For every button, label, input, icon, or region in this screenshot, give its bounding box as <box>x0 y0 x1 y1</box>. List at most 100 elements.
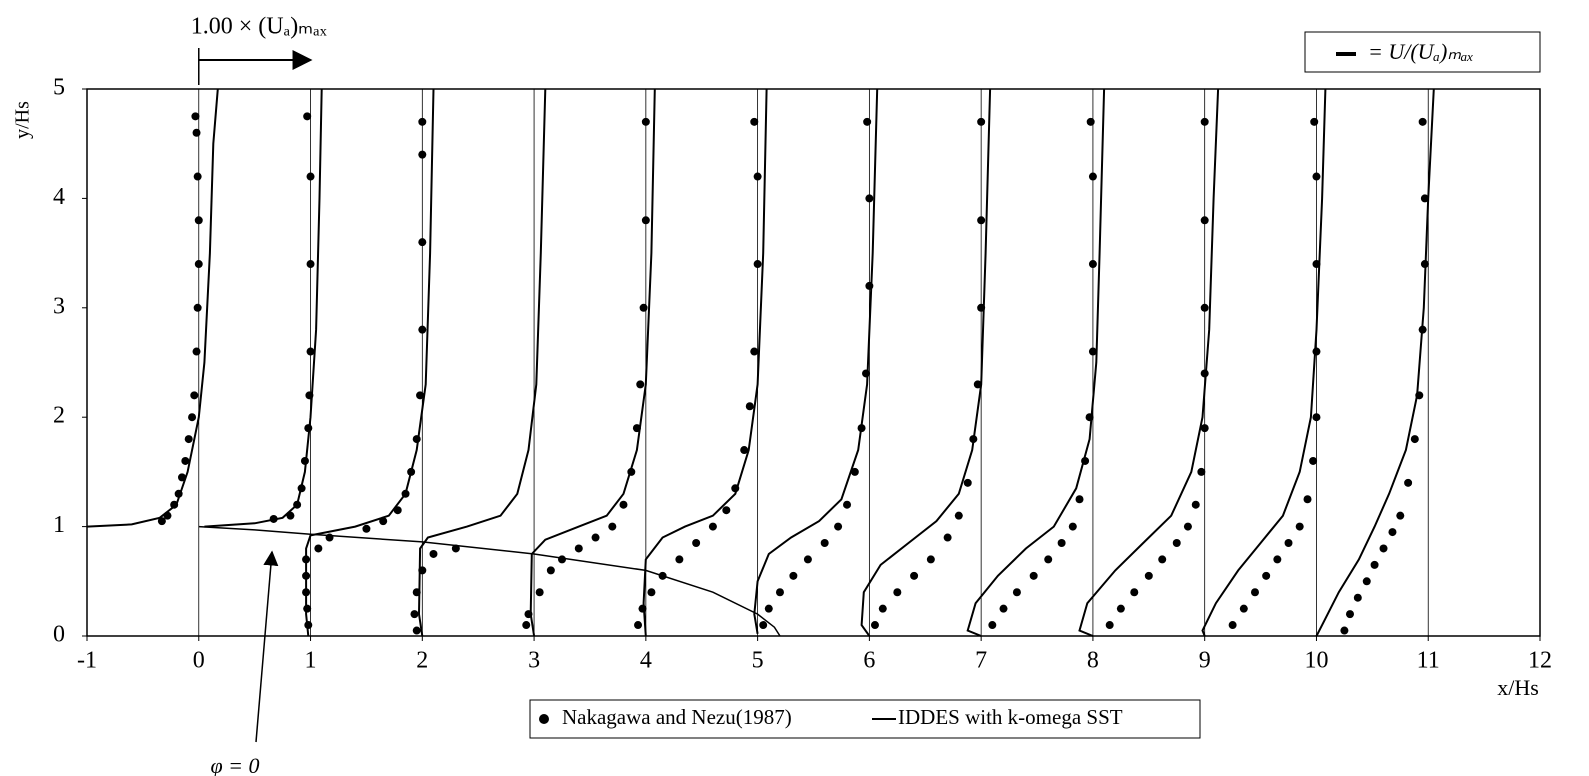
data-point <box>843 500 852 509</box>
data-point <box>999 604 1008 613</box>
data-point <box>870 621 879 630</box>
data-point <box>750 117 759 126</box>
data-point <box>1044 555 1053 564</box>
data-point <box>1312 347 1321 356</box>
data-point <box>634 621 643 630</box>
data-point <box>1273 555 1282 564</box>
data-point <box>1200 303 1209 312</box>
y-tick-label: 2 <box>53 403 65 429</box>
x-tick-label: 12 <box>1528 648 1552 674</box>
data-point <box>1312 413 1321 422</box>
data-point <box>1088 347 1097 356</box>
data-point <box>1086 117 1095 126</box>
data-point <box>973 380 982 389</box>
data-point <box>546 566 555 575</box>
data-point <box>303 112 312 121</box>
data-point <box>1418 117 1427 126</box>
profile-legend: = U/(Uₐ)ₘₐₓ <box>1304 31 1541 73</box>
data-point <box>1404 478 1413 487</box>
x-tick-label: 10 <box>1304 648 1328 674</box>
data-point <box>306 260 315 269</box>
y-tick-label: 4 <box>53 184 65 210</box>
data-point <box>1200 424 1209 433</box>
data-point <box>988 621 997 630</box>
data-point <box>878 604 887 613</box>
data-point <box>1130 588 1139 597</box>
data-point <box>862 369 871 378</box>
data-point <box>1105 621 1114 630</box>
data-point <box>192 128 201 137</box>
data-point <box>418 117 427 126</box>
x-tick-label: 5 <box>752 648 764 674</box>
legend-box <box>529 699 1201 739</box>
data-point <box>865 194 874 203</box>
x-tick-label: 2 <box>416 648 428 674</box>
data-point <box>1088 172 1097 181</box>
data-point <box>608 522 617 531</box>
data-point <box>451 544 460 553</box>
data-point <box>863 117 872 126</box>
data-point <box>1116 604 1125 613</box>
data-point <box>362 524 371 533</box>
x-tick-label: 3 <box>528 648 540 674</box>
legend-label: Nakagawa and Nezu(1987) <box>562 705 792 729</box>
data-point <box>1075 495 1084 504</box>
x-tick-label: 11 <box>1417 648 1440 674</box>
x-tick-label: 0 <box>193 648 205 674</box>
data-point <box>641 117 650 126</box>
data-point <box>750 347 759 356</box>
legend-label: IDDES with k-omega SST <box>898 705 1123 729</box>
data-point <box>639 303 648 312</box>
data-point <box>1345 610 1354 619</box>
data-point <box>306 347 315 356</box>
data-point <box>1228 621 1237 630</box>
data-point <box>954 511 963 520</box>
data-point <box>1379 544 1388 553</box>
data-point <box>418 150 427 159</box>
data-point <box>722 506 731 515</box>
data-point <box>1183 522 1192 531</box>
data-point <box>753 260 762 269</box>
data-point <box>1144 571 1153 580</box>
legend-dot <box>539 714 549 724</box>
data-point <box>193 303 202 312</box>
data-point <box>191 112 200 121</box>
data-point <box>977 117 986 126</box>
x-axis-label: x/Hs <box>1497 675 1539 700</box>
data-point <box>893 588 902 597</box>
data-point <box>764 604 773 613</box>
data-point <box>1088 260 1097 269</box>
data-point <box>418 325 427 334</box>
data-point <box>1057 539 1066 548</box>
data-point <box>1420 194 1429 203</box>
data-point <box>1312 172 1321 181</box>
data-point <box>325 533 334 542</box>
data-point <box>1239 604 1248 613</box>
data-point <box>1262 571 1271 580</box>
annotation-arrow <box>255 550 279 743</box>
data-point <box>1012 588 1021 597</box>
data-point <box>194 260 203 269</box>
data-point <box>943 533 952 542</box>
data-point <box>1197 467 1206 476</box>
profile-line <box>86 88 1435 637</box>
data-point <box>1340 626 1349 635</box>
data-point <box>1158 555 1167 564</box>
data-point <box>1410 435 1419 444</box>
data-point <box>192 347 201 356</box>
x-tick-label: 6 <box>863 648 875 674</box>
data-point <box>775 588 784 597</box>
data-point <box>675 555 684 564</box>
data-point <box>740 446 749 455</box>
streamline <box>198 525 781 637</box>
data-point <box>1362 577 1371 586</box>
data-point <box>193 172 202 181</box>
data-point <box>759 621 768 630</box>
data-point <box>306 172 315 181</box>
data-point <box>753 172 762 181</box>
data-point <box>184 435 193 444</box>
data-point <box>1309 456 1318 465</box>
data-point <box>1284 539 1293 548</box>
data-point <box>647 588 656 597</box>
